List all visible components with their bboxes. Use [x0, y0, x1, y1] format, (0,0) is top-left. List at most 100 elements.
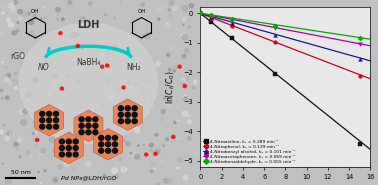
- Circle shape: [11, 1, 14, 3]
- Point: [357, 37, 363, 40]
- Circle shape: [91, 108, 94, 110]
- Circle shape: [132, 152, 137, 157]
- Y-axis label: ln($C_t$/$C_0$): ln($C_t$/$C_0$): [165, 70, 177, 104]
- Circle shape: [119, 158, 121, 160]
- Point: [229, 21, 235, 24]
- Circle shape: [59, 53, 60, 55]
- Circle shape: [182, 6, 187, 11]
- Circle shape: [114, 112, 120, 117]
- Circle shape: [174, 97, 175, 98]
- Circle shape: [23, 99, 25, 101]
- Circle shape: [134, 154, 139, 159]
- Circle shape: [119, 183, 120, 184]
- Circle shape: [184, 151, 185, 152]
- Circle shape: [135, 57, 139, 61]
- Circle shape: [182, 111, 188, 116]
- Circle shape: [56, 75, 57, 76]
- Text: OH: OH: [31, 9, 40, 14]
- Circle shape: [130, 152, 132, 154]
- Circle shape: [192, 139, 198, 145]
- Point: [229, 37, 235, 40]
- Circle shape: [157, 7, 163, 13]
- Circle shape: [74, 58, 76, 60]
- Circle shape: [17, 22, 19, 24]
- Circle shape: [112, 28, 114, 30]
- Circle shape: [118, 112, 124, 117]
- Point: [208, 20, 214, 23]
- Circle shape: [40, 124, 45, 129]
- Circle shape: [183, 176, 188, 180]
- Circle shape: [5, 179, 11, 184]
- Circle shape: [134, 127, 140, 133]
- Circle shape: [58, 165, 62, 169]
- Text: Pd NPs@LDH/rGO: Pd NPs@LDH/rGO: [61, 175, 116, 180]
- Circle shape: [3, 125, 5, 126]
- Circle shape: [105, 142, 111, 147]
- Circle shape: [8, 131, 13, 136]
- Circle shape: [79, 123, 84, 128]
- Circle shape: [112, 177, 115, 180]
- Circle shape: [155, 92, 156, 93]
- Circle shape: [78, 81, 79, 82]
- Circle shape: [2, 61, 3, 63]
- Circle shape: [115, 174, 119, 177]
- Circle shape: [193, 87, 194, 89]
- Point: [208, 14, 214, 17]
- Point: [208, 15, 214, 18]
- Circle shape: [113, 93, 114, 95]
- Circle shape: [0, 130, 3, 134]
- Circle shape: [181, 80, 184, 84]
- Circle shape: [155, 38, 156, 40]
- Circle shape: [36, 138, 39, 141]
- Circle shape: [166, 138, 169, 141]
- Circle shape: [121, 118, 122, 119]
- Circle shape: [129, 79, 130, 80]
- Circle shape: [56, 77, 57, 78]
- Circle shape: [71, 167, 76, 172]
- Circle shape: [164, 178, 169, 183]
- Circle shape: [73, 146, 78, 150]
- Circle shape: [120, 1, 122, 3]
- Circle shape: [166, 126, 168, 127]
- Circle shape: [46, 31, 51, 36]
- Circle shape: [101, 65, 104, 68]
- Circle shape: [50, 20, 55, 25]
- Circle shape: [183, 85, 186, 88]
- Circle shape: [43, 49, 47, 53]
- Circle shape: [174, 121, 176, 124]
- Circle shape: [106, 79, 111, 84]
- Circle shape: [33, 77, 38, 83]
- Circle shape: [155, 133, 158, 136]
- Circle shape: [144, 100, 146, 102]
- Circle shape: [48, 94, 50, 95]
- Circle shape: [4, 77, 9, 82]
- Circle shape: [114, 46, 117, 48]
- Circle shape: [153, 167, 156, 170]
- Circle shape: [194, 152, 197, 154]
- Circle shape: [118, 89, 121, 91]
- Text: OH: OH: [137, 9, 146, 14]
- Circle shape: [58, 87, 61, 89]
- Circle shape: [105, 135, 111, 140]
- Circle shape: [18, 10, 22, 14]
- Circle shape: [71, 135, 76, 139]
- Circle shape: [183, 95, 188, 100]
- Circle shape: [83, 17, 84, 18]
- Point: [272, 24, 278, 27]
- Circle shape: [79, 117, 84, 122]
- Circle shape: [151, 163, 156, 167]
- Circle shape: [44, 170, 46, 172]
- Circle shape: [141, 91, 145, 95]
- Circle shape: [26, 92, 31, 97]
- Circle shape: [59, 139, 65, 144]
- Circle shape: [14, 87, 17, 89]
- Circle shape: [62, 18, 64, 21]
- Circle shape: [0, 89, 3, 92]
- Circle shape: [72, 40, 74, 43]
- Circle shape: [122, 55, 125, 58]
- Circle shape: [42, 104, 47, 108]
- Circle shape: [124, 137, 125, 138]
- Point: [357, 143, 363, 146]
- Circle shape: [21, 120, 26, 125]
- Circle shape: [62, 45, 66, 49]
